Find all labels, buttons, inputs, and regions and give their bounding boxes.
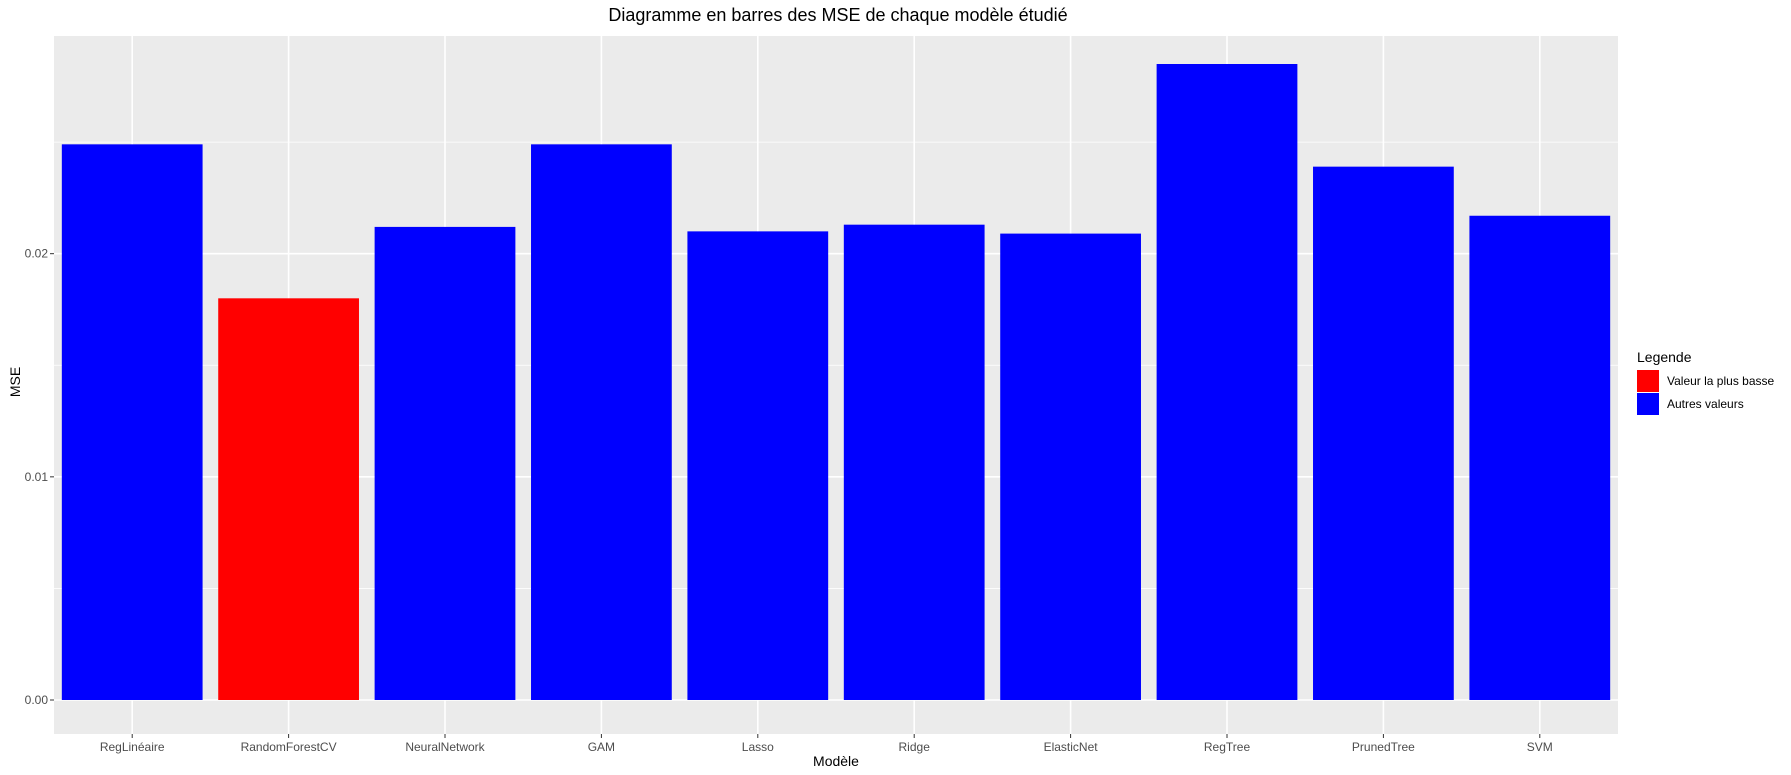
x-tick-label: RandomForestCV <box>241 740 337 754</box>
chart-title: Diagramme en barres des MSE de chaque mo… <box>608 5 1067 25</box>
legend: Legende Valeur la plus basse Autres valeu… <box>1637 349 1775 415</box>
legend-entries: Valeur la plus basse Autres valeurs <box>1637 370 1775 415</box>
x-tick-label: Lasso <box>742 740 774 754</box>
bar-ridge <box>843 224 985 700</box>
x-axis-ticks: RegLinéaire RandomForestCV NeuralNetwork GA… <box>100 734 1553 754</box>
bar-randomforestcv <box>218 298 359 700</box>
legend-title: Legende <box>1637 349 1692 365</box>
y-axis-title: MSE <box>7 367 23 397</box>
bar-svm <box>1469 215 1611 700</box>
bar-regtree <box>1156 64 1298 700</box>
x-tick-label: SVM <box>1527 740 1553 754</box>
y-axis-ticks: 0.00 0.01 0.02 <box>25 247 54 707</box>
y-tick-label: 0.02 <box>25 247 49 261</box>
x-tick-label: NeuralNetwork <box>405 740 485 754</box>
bar-prunedtree <box>1313 166 1454 700</box>
x-tick-label: RegTree <box>1204 740 1251 754</box>
bar-reglinéaire <box>61 144 203 700</box>
y-tick-label: 0.01 <box>25 470 49 484</box>
legend-label-2: Autres valeurs <box>1667 397 1744 411</box>
legend-key-1 <box>1637 370 1659 392</box>
x-tick-label: GAM <box>588 740 615 754</box>
bar-lasso <box>687 231 829 701</box>
y-tick-label: 0.00 <box>25 693 49 707</box>
bar-gam <box>531 144 672 700</box>
legend-key-2 <box>1637 393 1659 415</box>
x-tick-label: PrunedTree <box>1352 740 1415 754</box>
x-tick-label: ElasticNet <box>1044 740 1099 754</box>
legend-label-1: Valeur la plus basse <box>1667 374 1775 388</box>
x-tick-label: RegLinéaire <box>100 740 165 754</box>
x-axis-title: Modèle <box>813 753 859 769</box>
bar-elasticnet <box>1000 233 1141 700</box>
bar-neuralnetwork <box>374 226 516 700</box>
bars <box>61 64 1611 701</box>
x-tick-label: Ridge <box>899 740 931 754</box>
